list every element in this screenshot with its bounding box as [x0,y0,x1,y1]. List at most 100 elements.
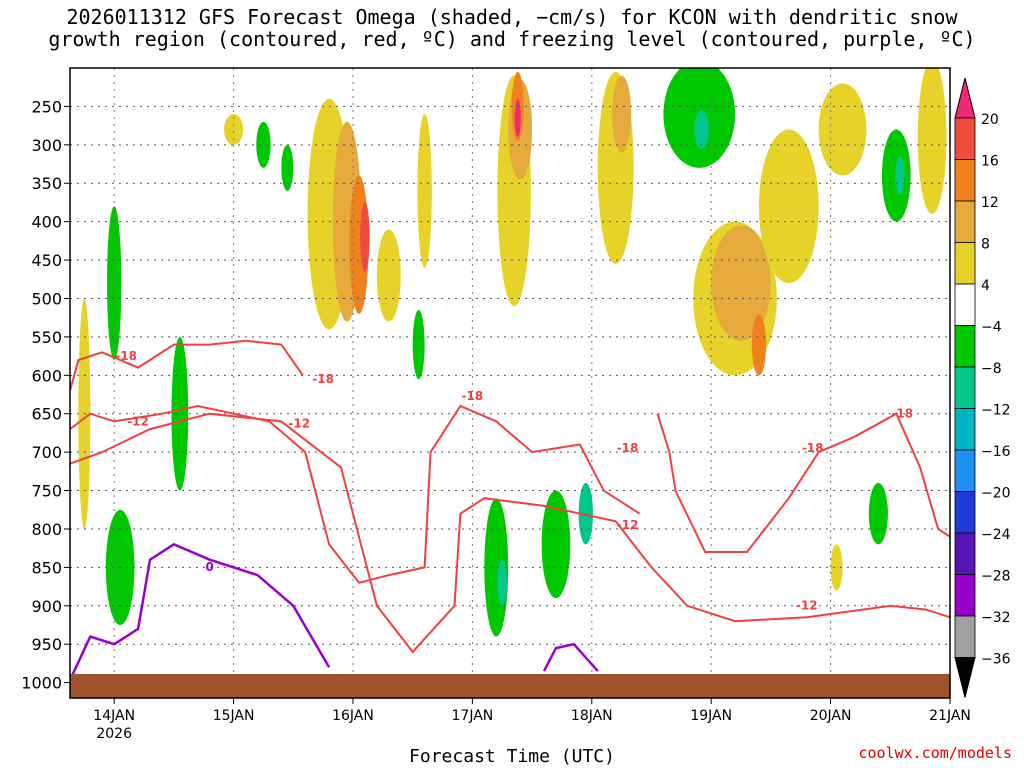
colorbar-bottom-arrow [954,657,976,698]
omega-cell-7 [376,229,401,322]
x-tick-label-3: 17JAN [452,708,494,724]
colorbar-label-2: 12 [981,195,999,211]
colorbar-label-7: −12 [981,403,1011,419]
colorbar-segment-2 [954,200,976,243]
omega-cell-16 [541,490,571,599]
colorbar-segment-8 [954,449,976,492]
red-contour-label-9: -12 [796,599,818,613]
colorbar-label-1: 16 [981,154,999,170]
red-contour-label-2: -18 [312,372,334,386]
red-contour-label-4: -18 [462,389,484,403]
y-tick-label-650: 650 [31,405,62,424]
omega-cell-13 [514,98,521,138]
x-axis-label: Forecast Time (UTC) [409,746,615,767]
omega-cell-25 [758,129,819,284]
omega-cell-24 [751,313,767,376]
colorbar-segment-7 [954,408,976,451]
omega-cell-8 [417,114,432,268]
x-tick-label-6: 20JAN [810,708,852,724]
y-tick-label-350: 350 [31,174,62,193]
colorbar-segment-3 [954,242,976,285]
colorbar-label-0: 20 [981,112,999,128]
omega-cell-34 [868,482,888,545]
red-contour-0 [70,339,304,391]
y-tick-label-1000: 1000 [21,674,62,693]
omega-cell-30 [107,206,122,360]
omega-cell-2 [281,144,294,191]
y-tick-label-700: 700 [31,443,62,462]
purple-contour-1 [542,642,599,672]
y-tick-label-550: 550 [31,328,62,347]
red-contour-label-1: -12 [127,414,149,428]
purple-contour-0 [71,542,331,676]
colorbar-label-12: −32 [981,610,1011,626]
red-contour-label-3: -12 [288,417,310,431]
colorbar-label-10: −24 [981,527,1011,543]
grid-lines [70,68,950,698]
omega-cell-9 [412,310,425,380]
purple-contour-label-0: 0 [206,560,214,574]
colorbar-label-4: 4 [981,278,990,294]
x-year-label: 2026 [96,726,132,742]
omega-cell-23 [711,225,771,341]
red-contour-label-0: -18 [115,349,137,363]
red-contour-2 [70,412,950,654]
colorbar: 20 16 12 8 4 −4 −8 −12 −16 −20 −24 −28 −32 −36 [954,77,1011,698]
y-tick-label-800: 800 [31,520,62,539]
colorbar-segment-6 [954,366,976,409]
ground-terrain [70,674,950,698]
plot-frame [69,67,951,699]
colorbar-label-13: −36 [981,652,1011,668]
x-tick-label-4: 18JAN [571,708,613,724]
y-axis: 250 300 350 400 450 500 550 600 650 700 750 800 850 9… [21,97,70,693]
red-contour-label-7: -18 [802,441,824,455]
colorbar-segment-9 [954,491,976,534]
omega-cell-15 [497,559,508,606]
y-tick-label-450: 450 [31,251,62,270]
colorbar-label-8: −16 [981,444,1011,460]
y-tick-label-950: 950 [31,635,62,654]
colorbar-top-arrow [954,77,976,119]
omega-cell-35 [830,544,843,591]
y-tick-label-850: 850 [31,558,62,577]
omega-cell-0 [224,114,244,145]
x-tick-label-7: 21JAN [929,708,971,724]
x-tick-label-1: 15JAN [213,708,255,724]
x-tick-label-2: 16JAN [332,708,374,724]
y-tick-label-400: 400 [31,213,62,232]
colorbar-label-3: 8 [981,237,990,253]
chart-title: 2026011312 GFS Forecast Omega (shaded, −… [0,6,1024,50]
colorbar-label-5: −4 [981,320,1002,336]
colorbar-segment-11 [954,574,976,617]
red-contour-label-6: -12 [617,518,639,532]
red-contour-3 [656,412,950,553]
omega-cell-26 [818,83,867,176]
colorbar-label-6: −8 [981,361,1002,377]
omega-cell-21 [694,110,709,149]
y-tick-label-900: 900 [31,597,62,616]
omega-cell-6 [360,202,370,272]
red-contour-label-8: -18 [891,407,913,421]
chart-title-line2: growth region (contoured, red, ºC) and f… [48,27,976,51]
omega-cell-28 [895,156,905,195]
x-axis: 14JAN 15JAN 16JAN 17JAN 18JAN 19JAN 20JAN 21JAN… [93,698,971,742]
omega-cell-19 [612,75,632,153]
colorbar-segment-5 [954,325,976,368]
red-contour-1 [70,404,641,584]
y-tick-label-600: 600 [31,366,62,385]
omega-cell-29 [917,68,947,214]
x-tick-label-5: 19JAN [690,708,732,724]
colorbar-segment-10 [954,532,976,575]
x-tick-label-0: 14JAN [93,708,135,724]
y-tick-label-500: 500 [31,289,62,308]
colorbar-segment-0 [954,117,976,160]
colorbar-segment-4 [954,283,976,326]
colorbar-label-11: −28 [981,569,1011,585]
y-tick-label-300: 300 [31,136,62,155]
contour-layer: -18 -12 -18 -12 -18 -18 -12 -18 -18 -12 0 [70,339,950,676]
colorbar-segment-12 [954,615,976,658]
omega-shading [78,68,947,637]
red-contour-label-5: -18 [617,441,639,455]
omega-cell-1 [256,121,271,168]
